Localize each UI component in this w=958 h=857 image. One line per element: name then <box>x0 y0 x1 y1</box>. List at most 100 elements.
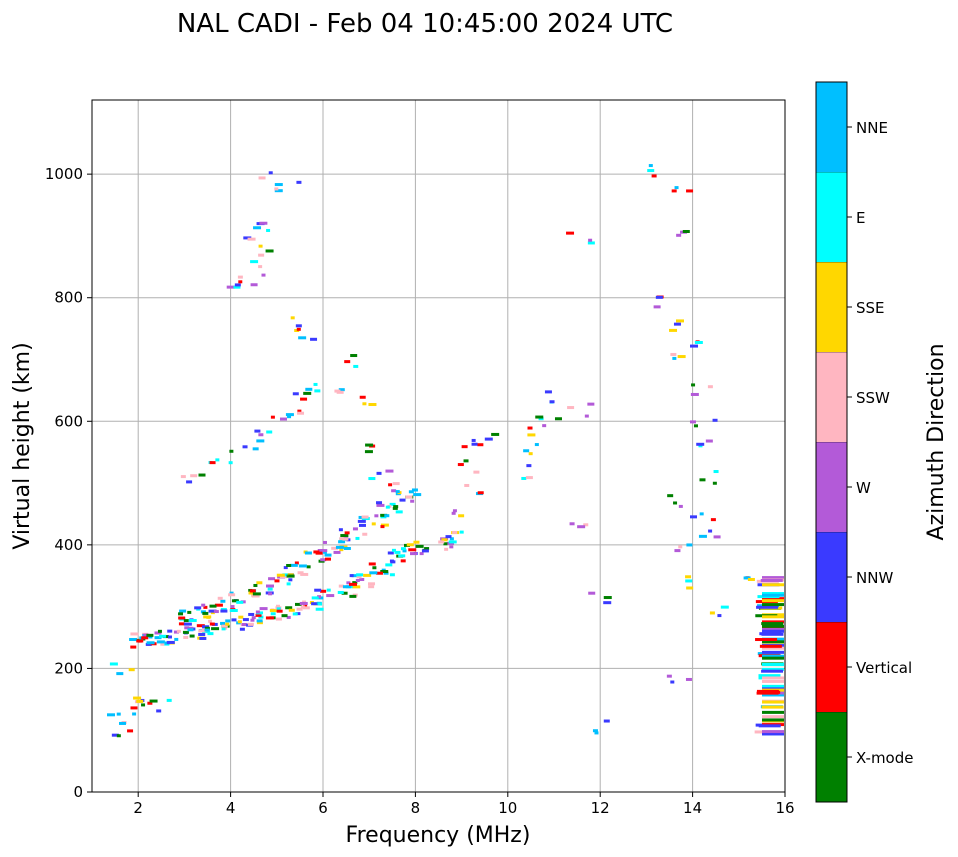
colorbar-tick-label: SSE <box>856 299 885 317</box>
echo-point <box>314 389 321 393</box>
echo-point <box>182 630 189 634</box>
echo-point <box>762 624 784 628</box>
echo-point <box>149 699 158 703</box>
echo-point <box>288 608 295 612</box>
echo-point <box>251 594 260 598</box>
echo-point <box>758 674 781 678</box>
echo-point <box>603 596 612 600</box>
echo-point <box>392 506 398 510</box>
echo-point <box>674 186 679 190</box>
echo-point <box>252 592 261 596</box>
echo-point <box>242 618 249 622</box>
echo-point <box>228 593 236 597</box>
echo-point <box>592 729 598 733</box>
echo-point <box>603 601 612 605</box>
echo-point <box>248 612 255 616</box>
echo-point <box>200 610 206 614</box>
echo-point <box>648 164 653 168</box>
echo-point <box>762 715 784 719</box>
echo-point <box>368 477 376 481</box>
echo-point <box>335 545 344 549</box>
echo-point <box>258 253 265 257</box>
echo-point <box>686 189 694 193</box>
echo-point <box>758 724 781 728</box>
echo-point <box>761 705 784 709</box>
echo-point <box>361 515 369 519</box>
echo-point <box>717 614 722 618</box>
echo-point <box>667 494 674 498</box>
echo-point <box>415 544 424 548</box>
echo-point <box>685 575 692 579</box>
echo-point <box>157 629 162 633</box>
echo-point <box>372 566 377 570</box>
echo-point <box>206 615 211 619</box>
echo-point <box>368 585 375 589</box>
echo-point <box>285 606 293 610</box>
echo-point <box>255 613 262 617</box>
echo-point <box>187 610 192 614</box>
echo-point <box>686 586 694 590</box>
echo-point <box>369 571 378 575</box>
echo-point <box>400 547 406 551</box>
echo-point <box>256 621 263 625</box>
colorbar-tick-label: NNW <box>856 569 893 587</box>
echo-point <box>762 676 784 680</box>
echo-point <box>762 718 784 722</box>
echo-point <box>183 622 192 626</box>
echo-point <box>338 528 343 532</box>
echo-point <box>399 498 406 502</box>
echo-point <box>276 573 285 577</box>
echo-point <box>259 607 268 611</box>
echo-point <box>194 606 202 610</box>
echo-point <box>363 573 372 577</box>
echo-point <box>154 636 162 640</box>
echo-point <box>698 534 707 538</box>
echo-point <box>421 549 429 553</box>
echo-point <box>342 537 349 541</box>
echo-point <box>109 662 118 666</box>
echo-point <box>311 602 319 606</box>
echo-point <box>286 582 291 586</box>
echo-point <box>457 463 464 467</box>
echo-point <box>201 603 206 607</box>
echo-point <box>678 504 683 508</box>
echo-point <box>525 476 533 480</box>
echo-point <box>380 523 389 527</box>
echo-point <box>686 543 693 547</box>
echo-point <box>755 638 778 642</box>
echo-point <box>225 619 231 623</box>
echo-point <box>569 522 575 526</box>
echo-point <box>250 589 255 593</box>
echo-point <box>445 535 452 539</box>
colorbar-tick-label: E <box>856 209 865 227</box>
echo-point <box>326 594 335 598</box>
echo-point <box>209 622 215 626</box>
echo-point <box>221 624 228 628</box>
echo-point <box>567 406 575 410</box>
echo-point <box>761 622 784 626</box>
echo-point <box>410 552 418 556</box>
echo-point <box>410 499 415 503</box>
echo-point <box>237 620 242 624</box>
echo-point <box>672 356 677 360</box>
echo-point <box>250 283 258 287</box>
echo-point <box>156 709 162 713</box>
echo-point <box>674 549 681 553</box>
echo-point <box>111 733 119 737</box>
echo-point <box>326 588 331 592</box>
colorbar-segment <box>816 622 847 712</box>
echo-point <box>258 433 264 437</box>
echo-point <box>145 642 152 646</box>
echo-point <box>747 577 755 581</box>
echo-point <box>250 260 259 264</box>
echo-point <box>295 612 301 616</box>
echo-point <box>398 554 406 558</box>
echo-point <box>380 570 389 574</box>
echo-point <box>116 672 124 676</box>
echo-point <box>677 355 686 359</box>
echo-point <box>699 512 704 516</box>
echo-point <box>762 583 784 587</box>
echo-point <box>266 228 271 232</box>
echo-point <box>713 535 721 539</box>
echo-point <box>376 501 383 505</box>
